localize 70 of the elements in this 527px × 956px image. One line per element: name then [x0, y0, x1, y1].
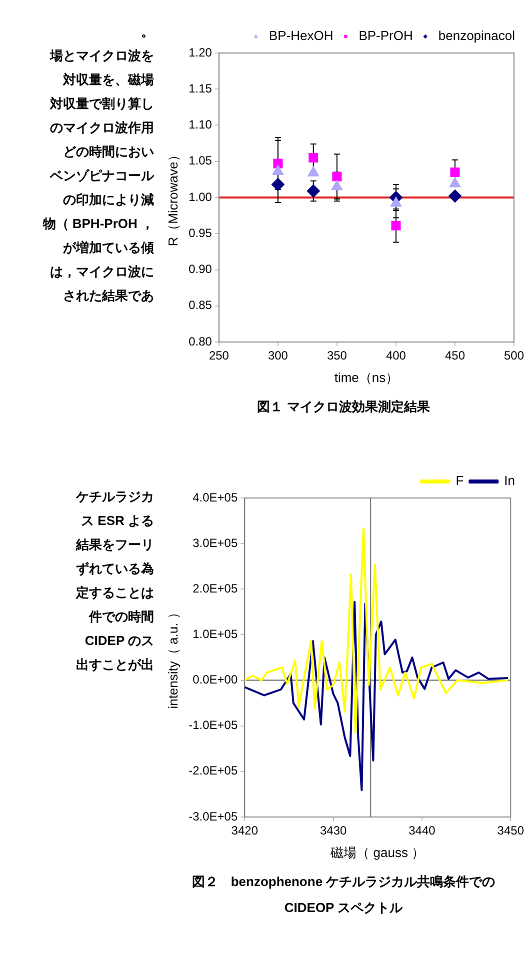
x-tick-label: 350 [326, 348, 348, 363]
text: どの時間におい [62, 143, 154, 161]
y-axis-title: R（Microwave） [165, 148, 180, 246]
y-tick-label: 1.20 [188, 45, 212, 60]
point [272, 164, 284, 175]
text: 対収量を、磁場 [62, 71, 154, 89]
text: 場とマイクロ波を [48, 47, 154, 65]
y-tick-label: 0.85 [188, 298, 212, 312]
text: 対収量で割り算し [48, 95, 154, 113]
text: は，マイクロ波に [49, 263, 154, 281]
legend-label: benzopinacol [438, 28, 516, 44]
y-tick-label: 2.0E+05 [192, 581, 238, 596]
y-tick-label: -1.0E+05 [188, 718, 238, 732]
text: が増加ている傾 [62, 239, 154, 257]
point [391, 220, 401, 230]
x-tick-label: 500 [504, 348, 524, 363]
legend-label: BP-HexOH [268, 28, 334, 44]
text: ずれている為 [75, 560, 154, 578]
y-tick-label: 1.10 [188, 118, 212, 132]
y-tick-label: -3.0E+05 [188, 809, 238, 824]
text: の印加により減 [62, 191, 154, 209]
y-tick-label: -2.0E+05 [188, 764, 238, 778]
point [331, 180, 343, 190]
x-tick-label: 3450 [497, 824, 524, 838]
text: CIDEP のス [84, 632, 154, 650]
legend-label: F [456, 473, 464, 488]
y-tick-label: 1.0E+05 [192, 627, 238, 642]
point [306, 184, 320, 198]
text: 図２ benzophenone ケチルラジカル共鳴条件での CIDEOP スペクトル [190, 873, 496, 917]
x-tick-label: 400 [386, 348, 406, 363]
y-tick-label: 3.0E+05 [192, 536, 238, 550]
x-tick-label: 3420 [231, 824, 258, 838]
legend-label: BP-PrOH [358, 28, 413, 44]
y-axis-title: intensity（ a.u. ） [165, 606, 180, 709]
point [449, 177, 461, 188]
text: 。 [140, 23, 154, 41]
point [308, 153, 318, 163]
point [308, 166, 320, 176]
y-tick-label: 0.0E+00 [192, 672, 238, 687]
text: 図１ マイクロ波効果測定結果 [256, 398, 431, 416]
text: 結果をフーリ [74, 536, 154, 554]
text: 出すことが出 [75, 656, 154, 674]
text: ベンゾピナコール [48, 167, 154, 185]
point [271, 178, 284, 191]
y-tick-label: 0.90 [188, 262, 212, 276]
y-tick-label: 4.0E+05 [192, 490, 238, 504]
text: 物（ BPH-PrOH ， [42, 215, 154, 233]
legend-label: In [504, 473, 515, 488]
x-tick-label: 450 [444, 348, 466, 363]
x-axis-title: 磁場（ gauss ） [330, 844, 425, 860]
y-tick-label: 1.00 [188, 190, 212, 204]
point [448, 190, 462, 203]
x-tick-label: 250 [208, 348, 230, 363]
point [332, 172, 342, 182]
x-tick-label: 3430 [320, 824, 347, 838]
text: された結果であ [62, 287, 154, 305]
text: 件での時間 [88, 608, 154, 626]
x-axis-title: time（ns） [334, 370, 399, 385]
text: ケチルラジカ [75, 488, 154, 506]
x-tick-label: 3440 [408, 824, 436, 838]
y-tick-label: 1.15 [188, 81, 212, 96]
y-tick-label: 0.95 [188, 226, 212, 240]
text: のマイクロ波作用 [49, 119, 154, 137]
point [450, 167, 460, 177]
text: 定することは [74, 584, 154, 602]
y-tick-label: 0.80 [188, 334, 212, 348]
point [390, 196, 402, 207]
text: ス ESR よる [80, 512, 154, 530]
x-tick-label: 300 [268, 348, 288, 363]
y-tick-label: 1.05 [188, 154, 212, 168]
